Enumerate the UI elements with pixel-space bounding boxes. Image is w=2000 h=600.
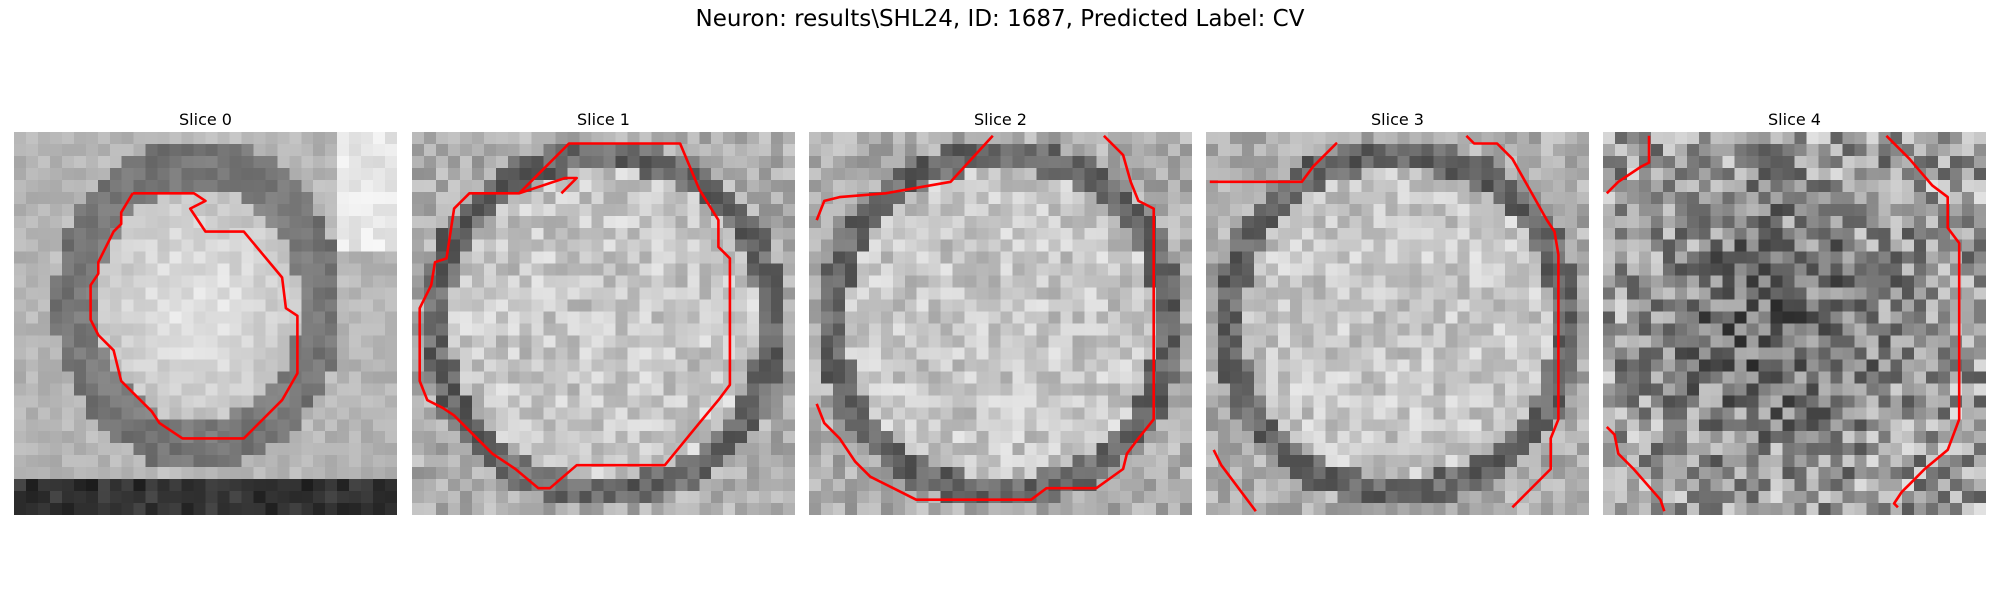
contour-line-3-0	[1209, 142, 1338, 184]
slice-panel-2: Slice 2	[809, 108, 1192, 515]
pixel-grid-2	[809, 132, 1192, 515]
pixel-grid-3	[1206, 132, 1589, 515]
contour-line-3-1	[1465, 134, 1560, 509]
figure-title: Neuron: results\SHL24, ID: 1687, Predict…	[695, 6, 1305, 32]
pixel-grid-0	[14, 132, 397, 515]
pixel-grid-4	[1603, 132, 1986, 515]
slice-image-1	[412, 132, 795, 515]
slice-panel-4: Slice 4	[1603, 108, 1986, 515]
slice-title-3: Slice 3	[1371, 110, 1424, 129]
pixel-grid-1	[412, 132, 795, 515]
slice-image-3	[1206, 132, 1589, 515]
slice-panel-3: Slice 3	[1206, 108, 1589, 515]
slice-title-0: Slice 0	[179, 110, 232, 129]
slice-image-0	[14, 132, 397, 515]
slice-panel-1: Slice 1	[412, 108, 795, 515]
slice-panel-0: Slice 0	[14, 108, 397, 515]
slice-title-4: Slice 4	[1768, 110, 1821, 129]
slice-title-2: Slice 2	[974, 110, 1027, 129]
contour-line-2-1	[815, 134, 1156, 502]
slice-title-1: Slice 1	[577, 110, 630, 129]
slice-image-4	[1603, 132, 1986, 515]
contour-line-3-2	[1212, 449, 1257, 512]
contour-line-4-2	[1605, 425, 1666, 512]
contour-line-1-0	[418, 142, 732, 490]
contour-line-0-0	[89, 191, 299, 440]
contour-line-2-0	[815, 134, 994, 221]
contour-line-4-0	[1605, 135, 1651, 195]
contour-line-4-1	[1885, 134, 1961, 509]
slice-image-2	[809, 132, 1192, 515]
